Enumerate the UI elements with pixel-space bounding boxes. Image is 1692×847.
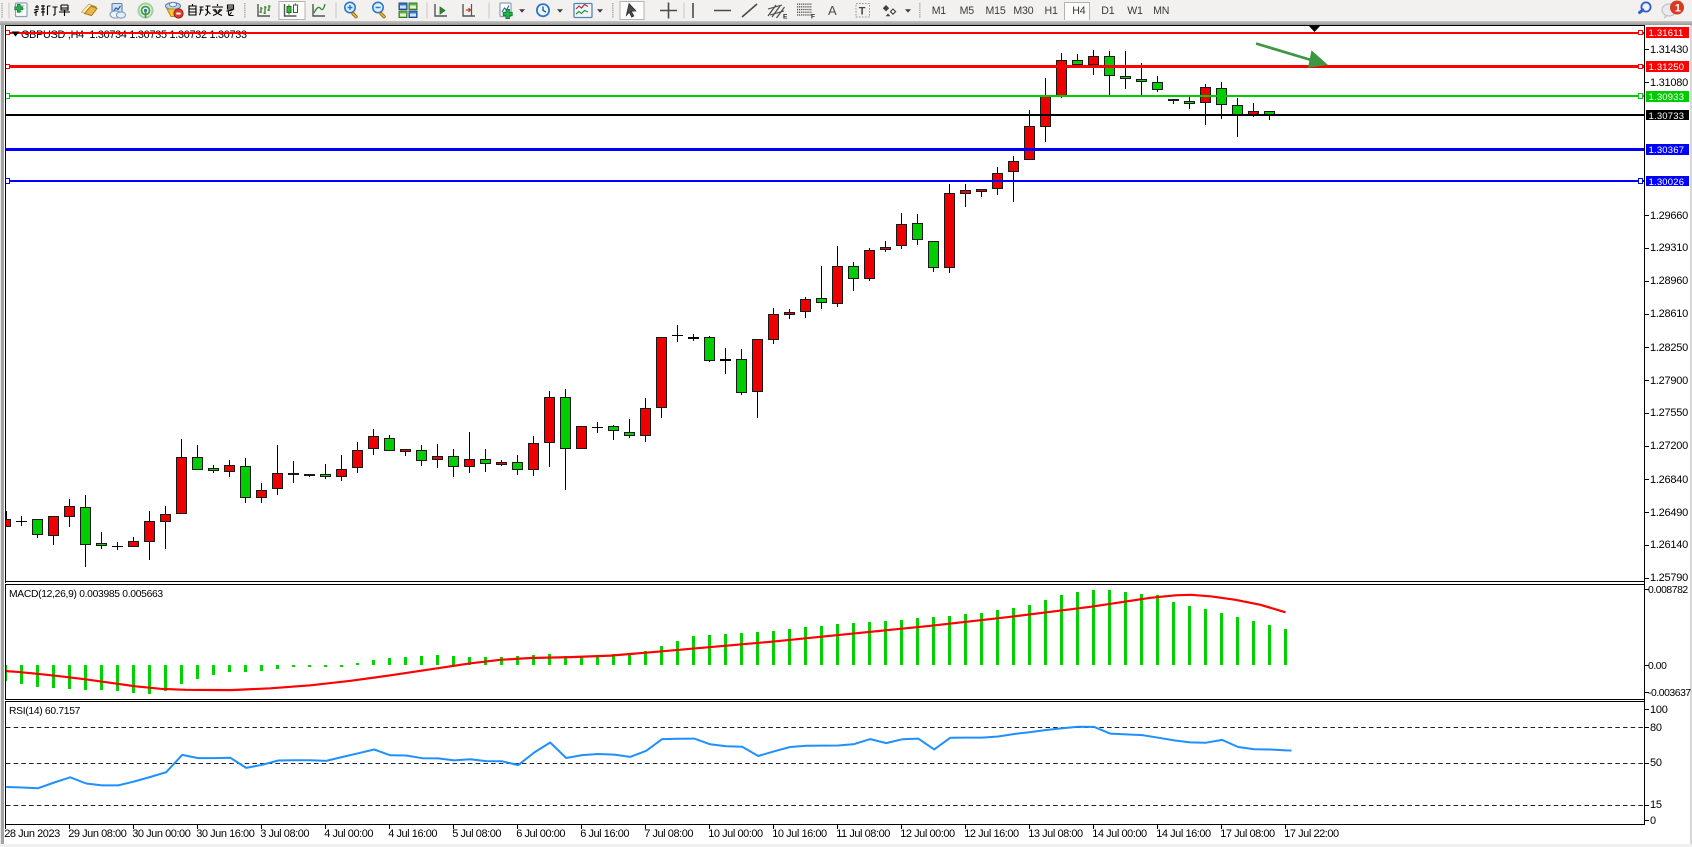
svg-text:1: 1 bbox=[1675, 3, 1681, 15]
svg-text:F: F bbox=[811, 14, 815, 21]
svg-text:E: E bbox=[783, 14, 788, 21]
svg-text:T: T bbox=[859, 6, 866, 18]
svg-text:A: A bbox=[828, 3, 837, 18]
